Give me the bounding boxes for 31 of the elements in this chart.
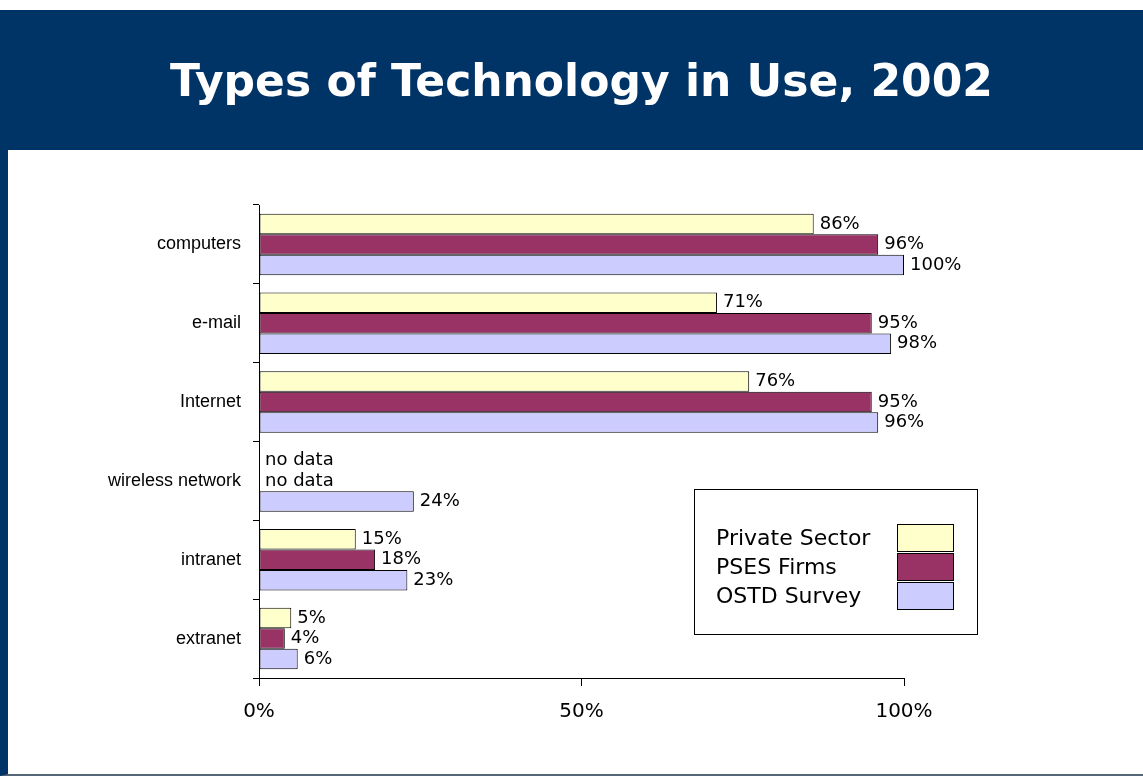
text: no data <box>265 468 334 490</box>
data-label: 76% <box>755 369 796 391</box>
data-label: 6% <box>303 646 333 668</box>
y-tick-label: e-mail <box>191 312 241 333</box>
y-tick-label: Internet <box>179 391 241 412</box>
data-label: 95% <box>877 310 918 332</box>
data-label: 24% <box>419 489 460 511</box>
data-label: 4% <box>290 626 320 648</box>
text: PSES Firms <box>716 554 838 579</box>
data-label: 71% <box>722 290 763 312</box>
legend-label: Private Sector <box>716 525 872 550</box>
data-label: 98% <box>897 331 938 353</box>
y-tick-label: wireless network <box>106 469 242 490</box>
data-label: 15% <box>361 526 402 548</box>
data-label: 95% <box>877 389 918 411</box>
legend-label: OSTD Survey <box>716 583 863 608</box>
y-tick-label: intranet <box>180 548 241 569</box>
data-label: 96% <box>884 410 925 432</box>
text: no data <box>265 448 334 470</box>
data-label: 100% <box>910 252 962 274</box>
x-tick-label: 50% <box>559 698 604 723</box>
y-tick-label: computers <box>156 233 241 254</box>
x-tick-label: 100% <box>875 698 933 723</box>
data-label: 96% <box>884 232 925 254</box>
data-label: 86% <box>819 211 860 233</box>
chart-title: Types of Technology in Use, 2002 <box>0 10 1143 150</box>
data-label: 5% <box>297 605 326 627</box>
y-tick-label: extranet <box>175 627 241 648</box>
data-label: 18% <box>381 547 422 569</box>
x-tick-label: 0% <box>243 698 275 723</box>
data-label: 23% <box>413 567 454 589</box>
